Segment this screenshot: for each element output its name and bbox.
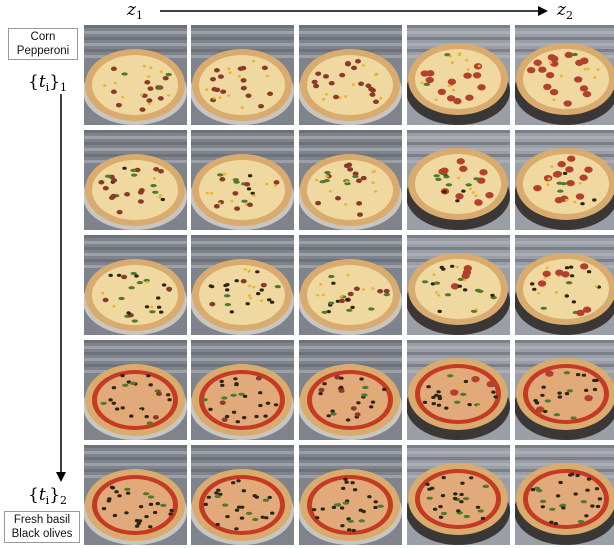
prompt-top-box: Corn Pepperoni [8, 28, 78, 60]
pizza-image [191, 340, 294, 440]
pizza-image [515, 340, 614, 440]
pizza-image [84, 340, 187, 440]
pizza-image [299, 25, 402, 125]
prompt-top-line2: Pepperoni [16, 45, 70, 57]
pizza-image [407, 235, 510, 335]
pizza-image [299, 340, 402, 440]
text-arrow [56, 94, 66, 482]
t1-label: {ti}1 [28, 72, 68, 94]
pizza-image [84, 25, 187, 125]
pizza-image [407, 445, 510, 545]
z2-label: z2 [557, 0, 573, 22]
pizza-image [191, 130, 294, 230]
latent-arrow [160, 6, 548, 16]
pizza-image [191, 235, 294, 335]
z1-label: z1 [127, 0, 143, 22]
pizza-image [515, 235, 614, 335]
pizza-image [84, 235, 187, 335]
pizza-image [407, 130, 510, 230]
t2-label: {ti}2 [28, 485, 68, 507]
pizza-image [191, 445, 294, 545]
pizza-image [84, 130, 187, 230]
pizza-image [407, 340, 510, 440]
pizza-image [191, 25, 294, 125]
pizza-image [515, 130, 614, 230]
pizza-image [515, 445, 614, 545]
prompt-bottom-box: Fresh basil Black olives [4, 511, 80, 543]
pizza-image-grid [84, 25, 614, 545]
pizza-image [299, 130, 402, 230]
prompt-bottom-line1: Fresh basil [13, 514, 71, 526]
prompt-top-line1: Corn [30, 31, 56, 43]
pizza-image [515, 25, 614, 125]
prompt-bottom-line2: Black olives [11, 528, 73, 540]
pizza-image [299, 235, 402, 335]
pizza-image [407, 25, 510, 125]
pizza-image [84, 445, 187, 545]
pizza-image [299, 445, 402, 545]
